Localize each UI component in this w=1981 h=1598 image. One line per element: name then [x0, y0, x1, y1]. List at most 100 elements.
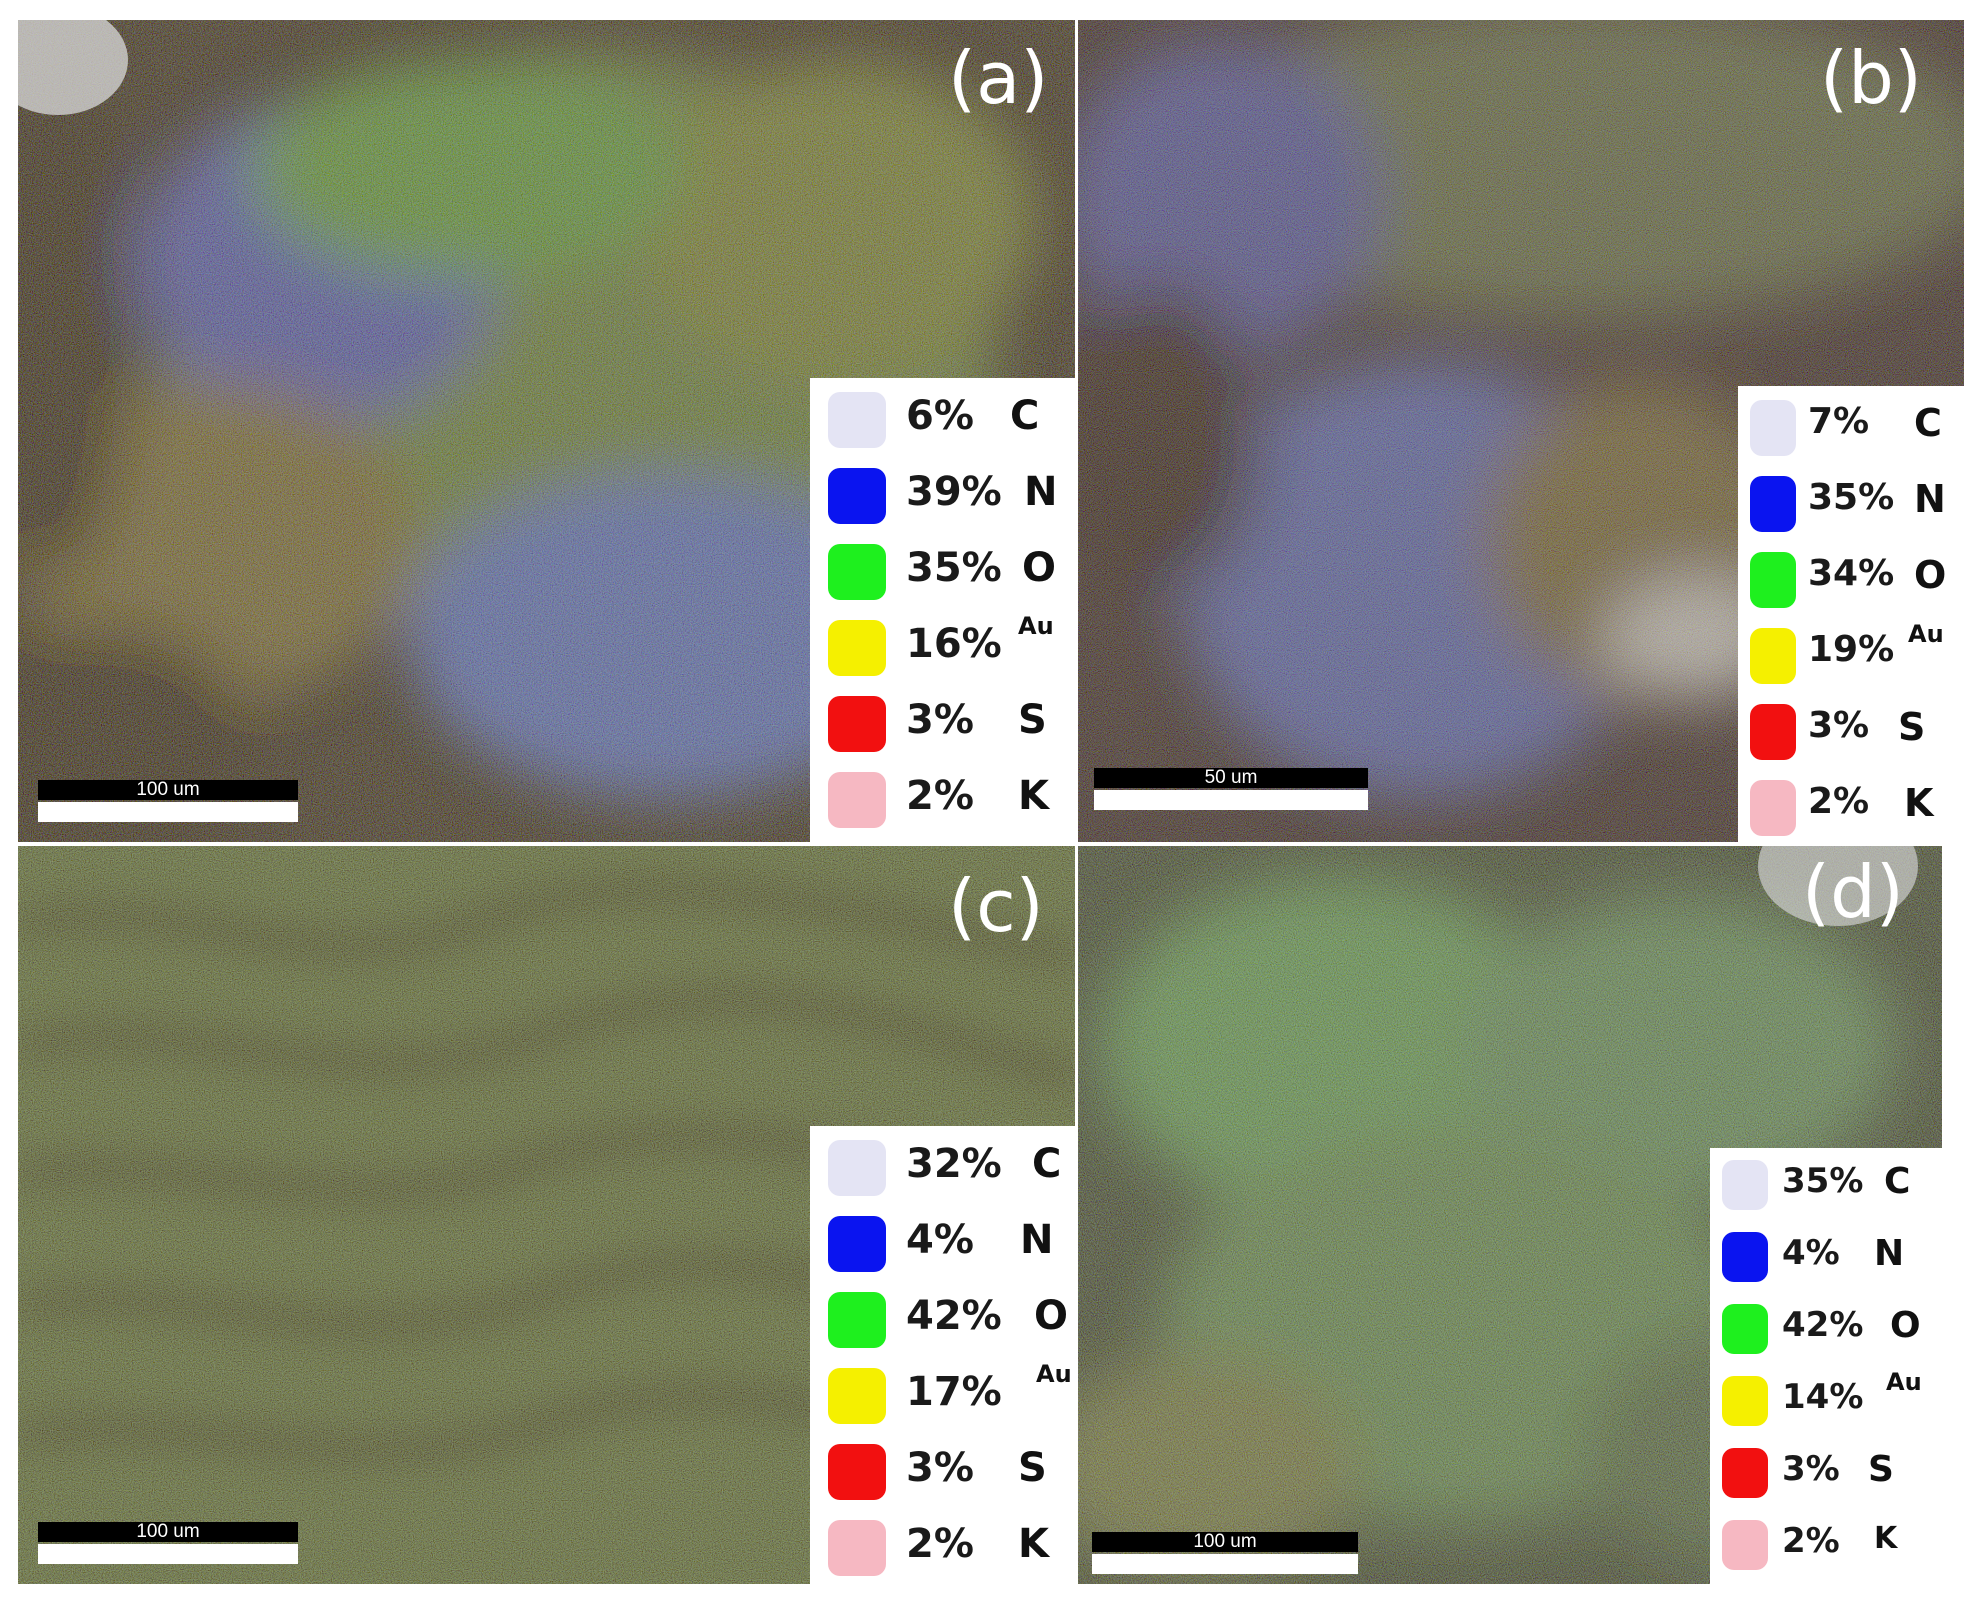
- legend-row: 7% C: [1738, 394, 1964, 458]
- legend-row: 6% C: [810, 386, 1078, 450]
- percent-value: 6%: [906, 393, 974, 439]
- swatch-c: [828, 1140, 886, 1196]
- scale-bar-label-d: 100 um: [1092, 1532, 1358, 1552]
- legend-row: 32% C: [810, 1134, 1078, 1198]
- percent-value: 34%: [1808, 553, 1895, 594]
- element-symbol: O: [1022, 545, 1057, 591]
- percent-value: 7%: [1808, 401, 1870, 442]
- panel-label-b: (b): [1820, 36, 1922, 120]
- percent-value: 35%: [1782, 1161, 1864, 1201]
- percent-value: 42%: [906, 1293, 1002, 1339]
- percent-value: 42%: [1782, 1305, 1864, 1345]
- swatch-k: [828, 772, 886, 828]
- legend-row: 2% K: [810, 1514, 1078, 1578]
- legend-a: 6% C 39% N 35% O 16% Au 3% S 2% K: [810, 378, 1078, 842]
- element-symbol: C: [1010, 393, 1040, 439]
- legend-row: 39% N: [810, 462, 1078, 526]
- percent-value: 3%: [906, 1445, 974, 1491]
- element-symbol: S: [1018, 697, 1047, 743]
- legend-row: 35% C: [1710, 1154, 1942, 1218]
- element-symbol: K: [1904, 781, 1934, 825]
- swatch-k: [828, 1520, 886, 1576]
- swatch-s: [1722, 1448, 1768, 1498]
- panel-label-a: (a): [948, 36, 1049, 120]
- swatch-n: [1722, 1232, 1768, 1282]
- legend-row: 34% O: [1738, 546, 1964, 610]
- percent-value: 35%: [906, 545, 1002, 591]
- legend-row: 42% O: [810, 1286, 1078, 1350]
- element-symbol: S: [1868, 1449, 1894, 1490]
- legend-row: 16% Au: [810, 614, 1078, 678]
- scale-bar-line-c: [38, 1544, 298, 1564]
- element-symbol: N: [1024, 469, 1058, 515]
- element-symbol: Au: [1036, 1360, 1072, 1388]
- legend-row: 3% S: [1738, 698, 1964, 762]
- element-symbol: N: [1914, 477, 1946, 521]
- element-symbol: C: [1914, 401, 1942, 445]
- swatch-k: [1750, 780, 1796, 836]
- element-symbol: K: [1018, 1521, 1049, 1567]
- element-symbol: Au: [1908, 620, 1944, 648]
- element-symbol: S: [1018, 1445, 1047, 1491]
- swatch-c: [1722, 1160, 1768, 1210]
- element-symbol: O: [1890, 1305, 1921, 1346]
- legend-row: 2% K: [1710, 1514, 1942, 1578]
- legend-row: 42% O: [1710, 1298, 1942, 1362]
- element-symbol: S: [1898, 705, 1926, 749]
- legend-row: 3% S: [1710, 1442, 1942, 1506]
- swatch-n: [828, 1216, 886, 1272]
- swatch-au: [828, 620, 886, 676]
- scale-bar-line-b: [1094, 790, 1368, 810]
- swatch-c: [1750, 400, 1796, 456]
- scale-bar-line-a: [38, 802, 298, 822]
- swatch-au: [1750, 628, 1796, 684]
- legend-row: 2% K: [810, 766, 1078, 830]
- scale-bar-d: 100 um: [1092, 1532, 1358, 1576]
- element-symbol: N: [1020, 1217, 1054, 1263]
- element-symbol: O: [1034, 1293, 1069, 1339]
- legend-b: 7% C 35% N 34% O 19% Au 3% S 2% K: [1738, 386, 1964, 842]
- panel-label-c: (c): [948, 864, 1044, 948]
- percent-value: 3%: [1808, 705, 1870, 746]
- swatch-n: [828, 468, 886, 524]
- percent-value: 2%: [906, 1521, 974, 1567]
- percent-value: 17%: [906, 1369, 1002, 1415]
- scale-bar-label-c: 100 um: [38, 1522, 298, 1542]
- legend-row: 4% N: [810, 1210, 1078, 1274]
- legend-row: 3% S: [810, 690, 1078, 754]
- element-symbol: C: [1884, 1161, 1911, 1202]
- percent-value: 32%: [906, 1141, 1002, 1187]
- percent-value: 39%: [906, 469, 1002, 515]
- element-symbol: C: [1032, 1141, 1062, 1187]
- percent-value: 2%: [1782, 1521, 1840, 1561]
- scale-bar-b: 50 um: [1094, 768, 1368, 812]
- percent-value: 2%: [906, 773, 974, 819]
- percent-value: 3%: [1782, 1449, 1840, 1489]
- scale-bar-label-b: 50 um: [1094, 768, 1368, 788]
- scale-bar-label-a: 100 um: [38, 780, 298, 800]
- swatch-s: [1750, 704, 1796, 760]
- percent-value: 2%: [1808, 781, 1870, 822]
- element-symbol: K: [1874, 1521, 1898, 1556]
- percent-value: 16%: [906, 621, 1002, 667]
- element-symbol: Au: [1886, 1368, 1922, 1396]
- legend-row: 35% O: [810, 538, 1078, 602]
- scale-bar-a: 100 um: [38, 780, 298, 824]
- swatch-c: [828, 392, 886, 448]
- swatch-o: [1722, 1304, 1768, 1354]
- element-symbol: N: [1874, 1233, 1905, 1274]
- percent-value: 3%: [906, 697, 974, 743]
- legend-row: 19% Au: [1738, 622, 1964, 686]
- legend-c: 32% C 4% N 42% O 17% Au 3% S 2% K: [810, 1126, 1078, 1584]
- percent-value: 35%: [1808, 477, 1895, 518]
- percent-value: 4%: [1782, 1233, 1840, 1273]
- legend-row: 4% N: [1710, 1226, 1942, 1290]
- percent-value: 19%: [1808, 629, 1895, 670]
- swatch-o: [828, 544, 886, 600]
- element-symbol: K: [1018, 773, 1049, 819]
- element-symbol: O: [1914, 553, 1947, 597]
- swatch-o: [828, 1292, 886, 1348]
- swatch-k: [1722, 1520, 1768, 1570]
- swatch-o: [1750, 552, 1796, 608]
- legend-row: 35% N: [1738, 470, 1964, 534]
